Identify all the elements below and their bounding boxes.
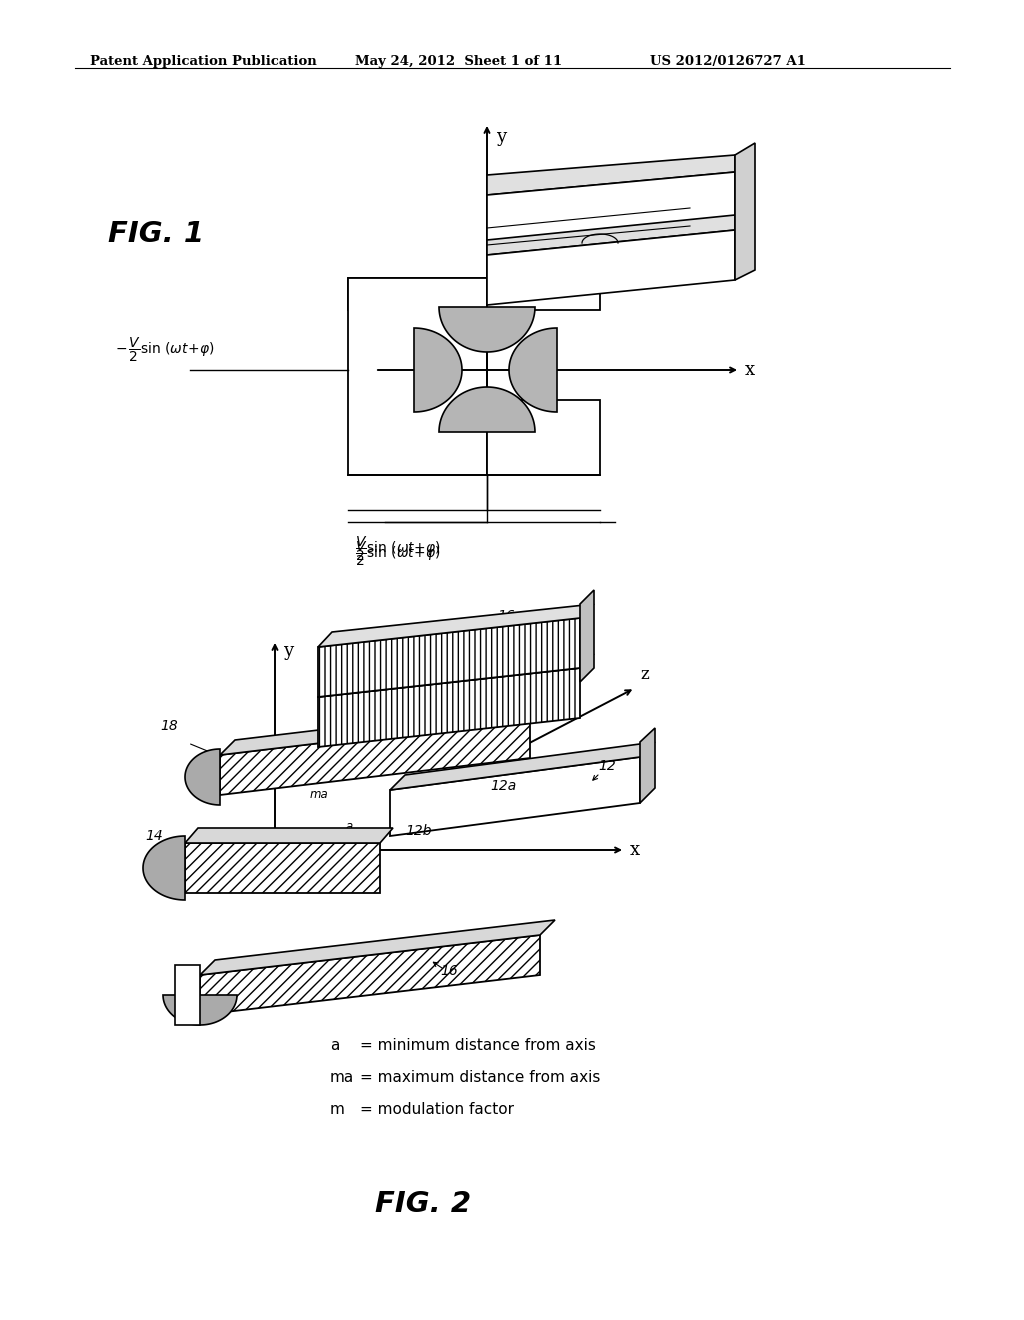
Polygon shape bbox=[348, 279, 600, 310]
Polygon shape bbox=[185, 843, 380, 894]
Text: $-\,\dfrac{V}{2}\sin\,(\omega t\!+\!\varphi)$: $-\,\dfrac{V}{2}\sin\,(\omega t\!+\!\var… bbox=[115, 335, 215, 364]
Polygon shape bbox=[390, 756, 640, 836]
Text: 16a: 16a bbox=[497, 609, 523, 623]
Text: 16: 16 bbox=[440, 964, 458, 978]
Text: a: a bbox=[365, 766, 373, 777]
Polygon shape bbox=[318, 605, 594, 647]
Text: m: m bbox=[330, 1102, 345, 1117]
Text: y: y bbox=[496, 128, 506, 147]
Polygon shape bbox=[163, 995, 237, 1026]
Text: FIG. 2: FIG. 2 bbox=[375, 1191, 471, 1218]
Polygon shape bbox=[185, 828, 393, 843]
Text: $\dfrac{V}{2}\sin\,(\omega t\!+\!\varphi)$: $\dfrac{V}{2}\sin\,(\omega t\!+\!\varphi… bbox=[355, 535, 441, 564]
Polygon shape bbox=[200, 935, 540, 1015]
Polygon shape bbox=[185, 748, 220, 805]
Text: 12a: 12a bbox=[490, 779, 516, 793]
Text: x: x bbox=[745, 360, 755, 379]
Polygon shape bbox=[439, 387, 535, 432]
Text: 18: 18 bbox=[160, 719, 178, 733]
Text: 16b: 16b bbox=[420, 649, 446, 663]
Text: = minimum distance from axis: = minimum distance from axis bbox=[360, 1038, 596, 1053]
Text: z: z bbox=[640, 667, 649, 682]
Text: = maximum distance from axis: = maximum distance from axis bbox=[360, 1071, 600, 1085]
Text: a: a bbox=[346, 820, 353, 833]
Text: ma: ma bbox=[395, 744, 414, 758]
Text: = modulation factor: = modulation factor bbox=[360, 1102, 514, 1117]
Text: x: x bbox=[630, 841, 640, 859]
Text: a: a bbox=[330, 1038, 339, 1053]
Polygon shape bbox=[200, 920, 555, 975]
Text: 14: 14 bbox=[145, 829, 163, 843]
Text: May 24, 2012  Sheet 1 of 11: May 24, 2012 Sheet 1 of 11 bbox=[355, 55, 562, 69]
Text: z: z bbox=[726, 153, 735, 170]
Polygon shape bbox=[487, 154, 735, 195]
Polygon shape bbox=[487, 400, 600, 475]
Polygon shape bbox=[439, 308, 535, 352]
Text: ma: ma bbox=[310, 788, 329, 801]
Polygon shape bbox=[318, 653, 594, 697]
Polygon shape bbox=[220, 704, 545, 755]
Polygon shape bbox=[220, 718, 530, 795]
Polygon shape bbox=[580, 590, 594, 682]
Polygon shape bbox=[143, 836, 185, 900]
Text: y: y bbox=[283, 642, 293, 660]
Polygon shape bbox=[735, 143, 755, 280]
Polygon shape bbox=[487, 215, 735, 255]
Text: ma: ma bbox=[330, 1071, 354, 1085]
Text: US 2012/0126727 A1: US 2012/0126727 A1 bbox=[650, 55, 806, 69]
Text: $\dfrac{V}{2}\sin\,(\omega t\!+\!\varphi)$: $\dfrac{V}{2}\sin\,(\omega t\!+\!\varphi… bbox=[355, 540, 441, 569]
Text: FIG. 1: FIG. 1 bbox=[108, 220, 204, 248]
Polygon shape bbox=[487, 230, 735, 305]
Polygon shape bbox=[318, 618, 580, 697]
Polygon shape bbox=[414, 327, 462, 412]
Polygon shape bbox=[390, 742, 655, 789]
Text: 12: 12 bbox=[598, 759, 615, 774]
Polygon shape bbox=[509, 327, 557, 412]
Text: 12b: 12b bbox=[406, 824, 431, 838]
Polygon shape bbox=[348, 279, 487, 475]
Polygon shape bbox=[318, 668, 580, 747]
Text: Patent Application Publication: Patent Application Publication bbox=[90, 55, 316, 69]
Polygon shape bbox=[175, 965, 200, 1026]
Polygon shape bbox=[487, 172, 735, 255]
Polygon shape bbox=[640, 729, 655, 803]
